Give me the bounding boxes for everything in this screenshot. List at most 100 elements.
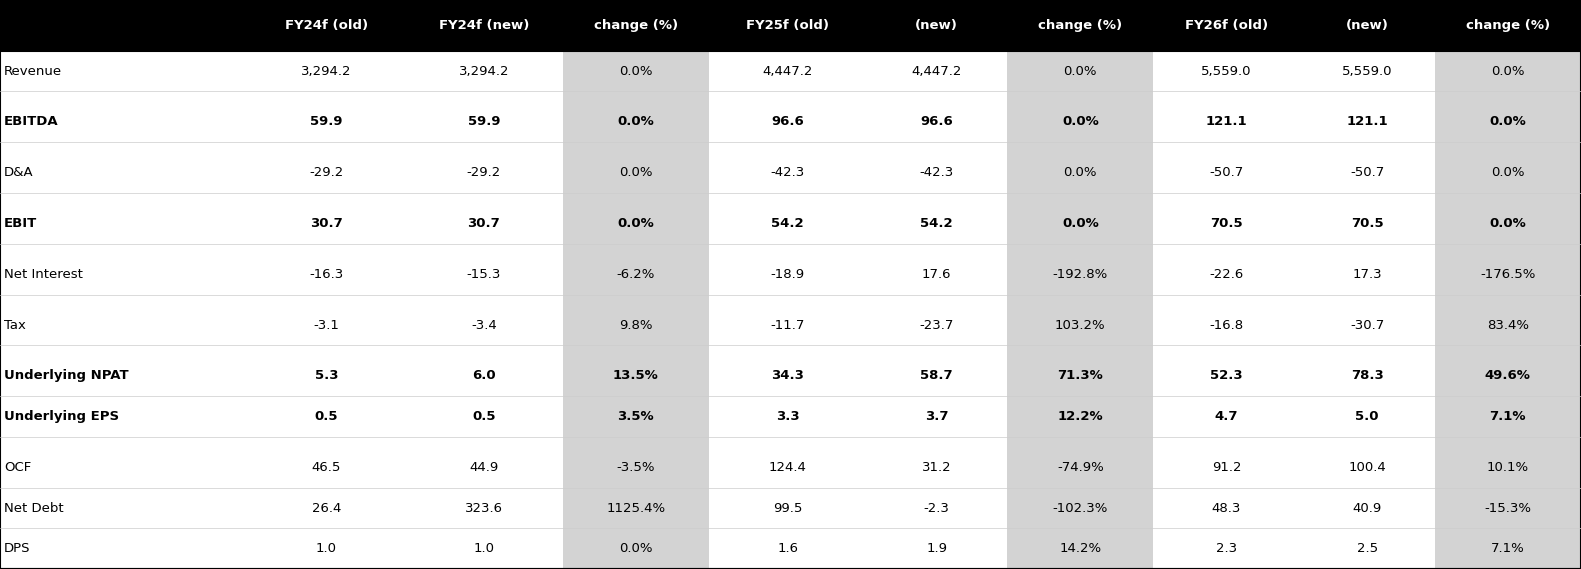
Text: DPS: DPS <box>5 542 30 555</box>
Bar <box>1007 305 1154 345</box>
Text: 26.4: 26.4 <box>311 501 341 514</box>
Bar <box>1007 152 1154 193</box>
Text: 1125.4%: 1125.4% <box>606 501 666 514</box>
Bar <box>1434 152 1581 193</box>
Text: 1.9: 1.9 <box>926 542 947 555</box>
Text: -50.7: -50.7 <box>1350 166 1385 179</box>
Bar <box>708 152 866 193</box>
Text: EBIT: EBIT <box>5 217 38 230</box>
Bar <box>563 488 708 529</box>
Bar <box>248 529 405 569</box>
Bar <box>563 102 708 142</box>
Bar <box>248 51 405 92</box>
Bar <box>708 254 866 295</box>
Text: Tax: Tax <box>5 319 25 332</box>
Bar <box>1300 305 1434 345</box>
Text: 17.3: 17.3 <box>1352 268 1382 281</box>
Bar <box>405 203 563 244</box>
Text: -6.2%: -6.2% <box>617 268 655 281</box>
Text: (new): (new) <box>1345 19 1388 32</box>
Bar <box>1300 0 1434 51</box>
Bar <box>1434 51 1581 92</box>
Text: -192.8%: -192.8% <box>1053 268 1108 281</box>
Bar <box>405 305 563 345</box>
Text: 12.2%: 12.2% <box>1058 410 1104 423</box>
Text: -2.3: -2.3 <box>923 501 950 514</box>
Bar <box>563 254 708 295</box>
Text: 1.6: 1.6 <box>778 542 798 555</box>
Text: 103.2%: 103.2% <box>1055 319 1105 332</box>
Text: 100.4: 100.4 <box>1349 461 1387 474</box>
Text: 58.7: 58.7 <box>920 369 953 382</box>
Bar <box>1434 203 1581 244</box>
Bar <box>1434 305 1581 345</box>
Bar <box>708 0 866 51</box>
Text: 323.6: 323.6 <box>465 501 503 514</box>
Text: -18.9: -18.9 <box>770 268 805 281</box>
Bar <box>563 203 708 244</box>
Bar <box>563 396 708 437</box>
Text: 0.0%: 0.0% <box>620 542 653 555</box>
Text: 7.1%: 7.1% <box>1489 410 1526 423</box>
Bar <box>0 51 248 92</box>
Bar <box>563 0 708 51</box>
Bar <box>866 529 1007 569</box>
Bar <box>866 488 1007 529</box>
Bar <box>563 356 708 396</box>
Text: (new): (new) <box>915 19 958 32</box>
Bar <box>1007 51 1154 92</box>
Bar <box>405 488 563 529</box>
Bar <box>708 396 866 437</box>
Bar <box>1007 102 1154 142</box>
Bar <box>0 305 248 345</box>
Bar <box>405 254 563 295</box>
Text: 30.7: 30.7 <box>468 217 500 230</box>
Bar <box>248 396 405 437</box>
Bar <box>1007 488 1154 529</box>
Text: 17.6: 17.6 <box>922 268 952 281</box>
Text: change (%): change (%) <box>1466 19 1549 32</box>
Bar <box>1154 447 1300 488</box>
Bar <box>1154 152 1300 193</box>
Bar <box>0 396 248 437</box>
Text: -16.3: -16.3 <box>310 268 343 281</box>
Bar <box>1300 152 1434 193</box>
Text: 5,559.0: 5,559.0 <box>1342 65 1393 77</box>
Bar <box>1434 488 1581 529</box>
Text: 0.0%: 0.0% <box>618 116 655 129</box>
Text: 0.0%: 0.0% <box>1064 166 1097 179</box>
Bar <box>563 51 708 92</box>
Bar <box>866 203 1007 244</box>
Text: 3.5%: 3.5% <box>618 410 655 423</box>
Text: 96.6: 96.6 <box>772 116 805 129</box>
Text: 0.0%: 0.0% <box>1491 65 1524 77</box>
Text: 121.1: 121.1 <box>1206 116 1247 129</box>
Text: -29.2: -29.2 <box>310 166 343 179</box>
Bar <box>1434 102 1581 142</box>
Text: 71.3%: 71.3% <box>1058 369 1104 382</box>
Text: 7.1%: 7.1% <box>1491 542 1524 555</box>
Bar <box>1300 203 1434 244</box>
Bar <box>248 203 405 244</box>
Text: 0.0%: 0.0% <box>1489 217 1526 230</box>
Text: Revenue: Revenue <box>5 65 62 77</box>
Text: 1.0: 1.0 <box>316 542 337 555</box>
Text: -15.3%: -15.3% <box>1485 501 1532 514</box>
Text: 54.2: 54.2 <box>772 217 805 230</box>
Bar <box>405 51 563 92</box>
Text: -3.1: -3.1 <box>313 319 340 332</box>
Text: Underlying NPAT: Underlying NPAT <box>5 369 128 382</box>
Text: -50.7: -50.7 <box>1209 166 1244 179</box>
Bar <box>563 529 708 569</box>
Text: FY24f (old): FY24f (old) <box>285 19 368 32</box>
Bar <box>1154 203 1300 244</box>
Text: Net Debt: Net Debt <box>5 501 63 514</box>
Bar <box>0 488 248 529</box>
Bar <box>866 254 1007 295</box>
Text: 4.7: 4.7 <box>1214 410 1238 423</box>
Text: FY24f (new): FY24f (new) <box>438 19 530 32</box>
Text: -22.6: -22.6 <box>1209 268 1244 281</box>
Bar <box>248 447 405 488</box>
Bar <box>1154 488 1300 529</box>
Bar <box>708 51 866 92</box>
